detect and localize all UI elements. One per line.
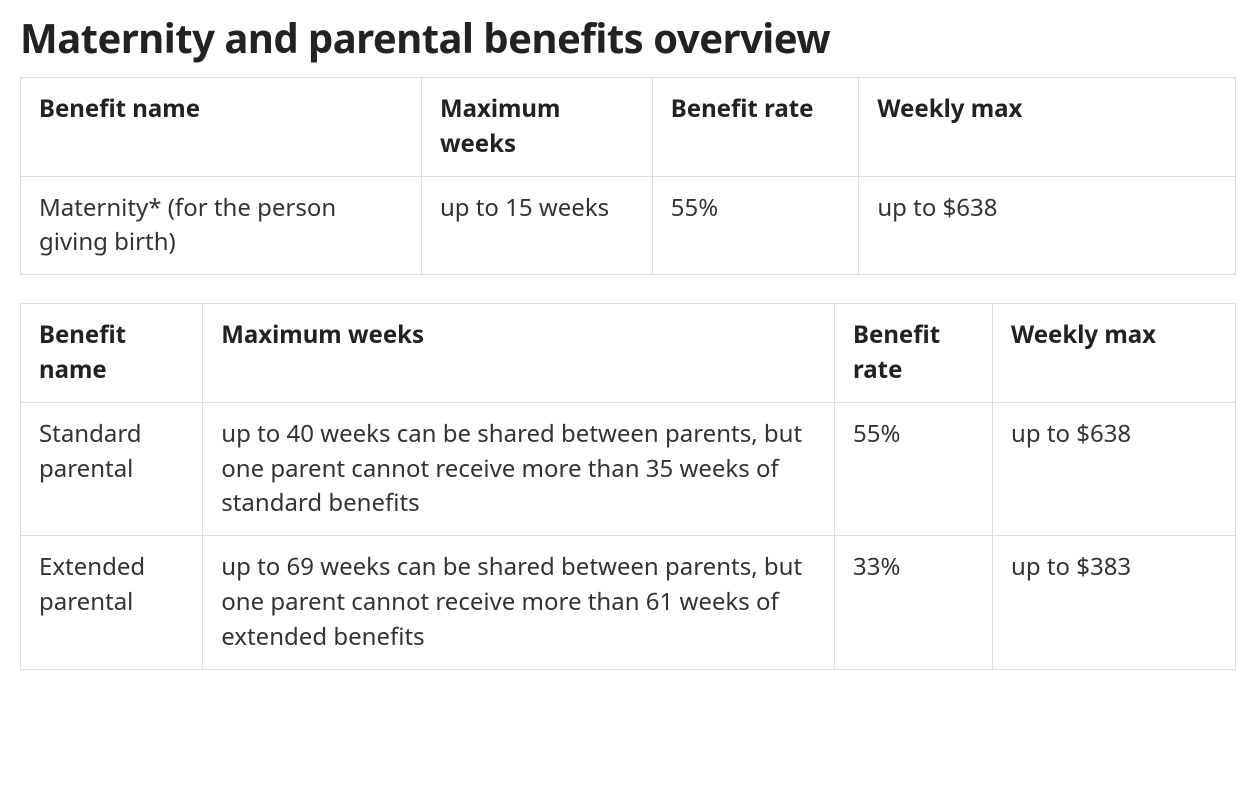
col-maximum-weeks: Maximum weeks (203, 304, 835, 403)
col-benefit-rate: Benefit rate (652, 78, 859, 177)
col-weekly-max: Weekly max (859, 78, 1236, 177)
col-benefit-rate: Benefit rate (835, 304, 993, 403)
cell-benefit-name: Standard parental (21, 402, 203, 535)
cell-maximum-weeks: up to 69 weeks can be shared between par… (203, 536, 835, 669)
table-header-row: Benefit name Maximum weeks Benefit rate … (21, 304, 1236, 403)
cell-benefit-name: Maternity* (for the person giving birth) (21, 176, 422, 275)
cell-benefit-rate: 55% (652, 176, 859, 275)
col-benefit-name: Benefit name (21, 304, 203, 403)
cell-weekly-max: up to $638 (859, 176, 1236, 275)
col-benefit-name: Benefit name (21, 78, 422, 177)
cell-weekly-max: up to $383 (992, 536, 1235, 669)
table-row: Maternity* (for the person giving birth)… (21, 176, 1236, 275)
col-maximum-weeks: Maximum weeks (421, 78, 652, 177)
page-title: Maternity and parental benefits overview (20, 10, 1236, 65)
col-weekly-max: Weekly max (992, 304, 1235, 403)
cell-maximum-weeks: up to 15 weeks (421, 176, 652, 275)
table-row: Extended parental up to 69 weeks can be … (21, 536, 1236, 669)
parental-table: Benefit name Maximum weeks Benefit rate … (20, 303, 1236, 669)
cell-maximum-weeks: up to 40 weeks can be shared between par… (203, 402, 835, 535)
table-row: Standard parental up to 40 weeks can be … (21, 402, 1236, 535)
cell-benefit-name: Extended parental (21, 536, 203, 669)
cell-benefit-rate: 55% (835, 402, 993, 535)
cell-benefit-rate: 33% (835, 536, 993, 669)
maternity-table: Benefit name Maximum weeks Benefit rate … (20, 77, 1236, 275)
table-header-row: Benefit name Maximum weeks Benefit rate … (21, 78, 1236, 177)
cell-weekly-max: up to $638 (992, 402, 1235, 535)
